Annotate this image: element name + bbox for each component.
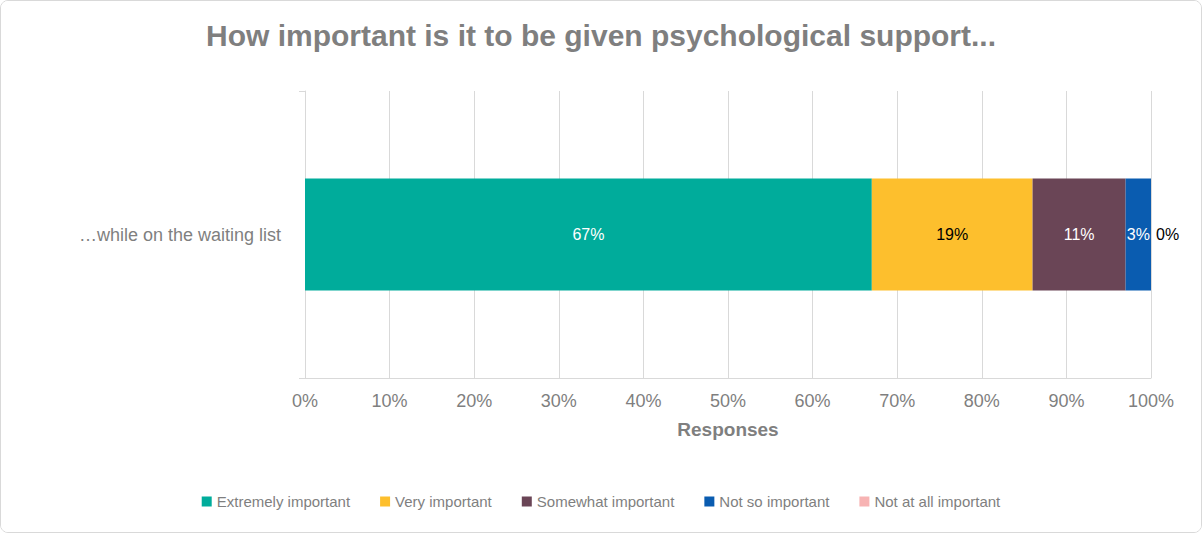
svg-text:11%: 11%	[1064, 226, 1095, 243]
svg-text:19%: 19%	[936, 226, 968, 243]
svg-text:67%: 67%	[572, 226, 604, 243]
svg-text:100%: 100%	[1128, 391, 1174, 411]
svg-text:40%: 40%	[625, 391, 661, 411]
svg-text:10%: 10%	[372, 391, 408, 411]
svg-text:…while on the waiting list: …while on the waiting list	[79, 225, 281, 245]
svg-text:Not at all important: Not at all important	[874, 493, 1001, 510]
svg-text:How important is it to be give: How important is it to be given psycholo…	[206, 19, 996, 52]
svg-text:80%: 80%	[964, 391, 1000, 411]
svg-text:3%: 3%	[1127, 226, 1150, 243]
svg-text:Not so important: Not so important	[719, 493, 830, 510]
svg-text:50%: 50%	[710, 391, 746, 411]
svg-text:70%: 70%	[879, 391, 915, 411]
svg-text:60%: 60%	[795, 391, 831, 411]
svg-text:Extremely important: Extremely important	[217, 493, 351, 510]
svg-text:Very important: Very important	[395, 493, 493, 510]
svg-text:Responses: Responses	[677, 419, 778, 440]
svg-text:Somewhat important: Somewhat important	[537, 493, 675, 510]
svg-text:30%: 30%	[541, 391, 577, 411]
svg-text:0%: 0%	[292, 391, 318, 411]
svg-text:90%: 90%	[1048, 391, 1084, 411]
svg-text:0%: 0%	[1156, 226, 1179, 243]
svg-text:20%: 20%	[456, 391, 492, 411]
